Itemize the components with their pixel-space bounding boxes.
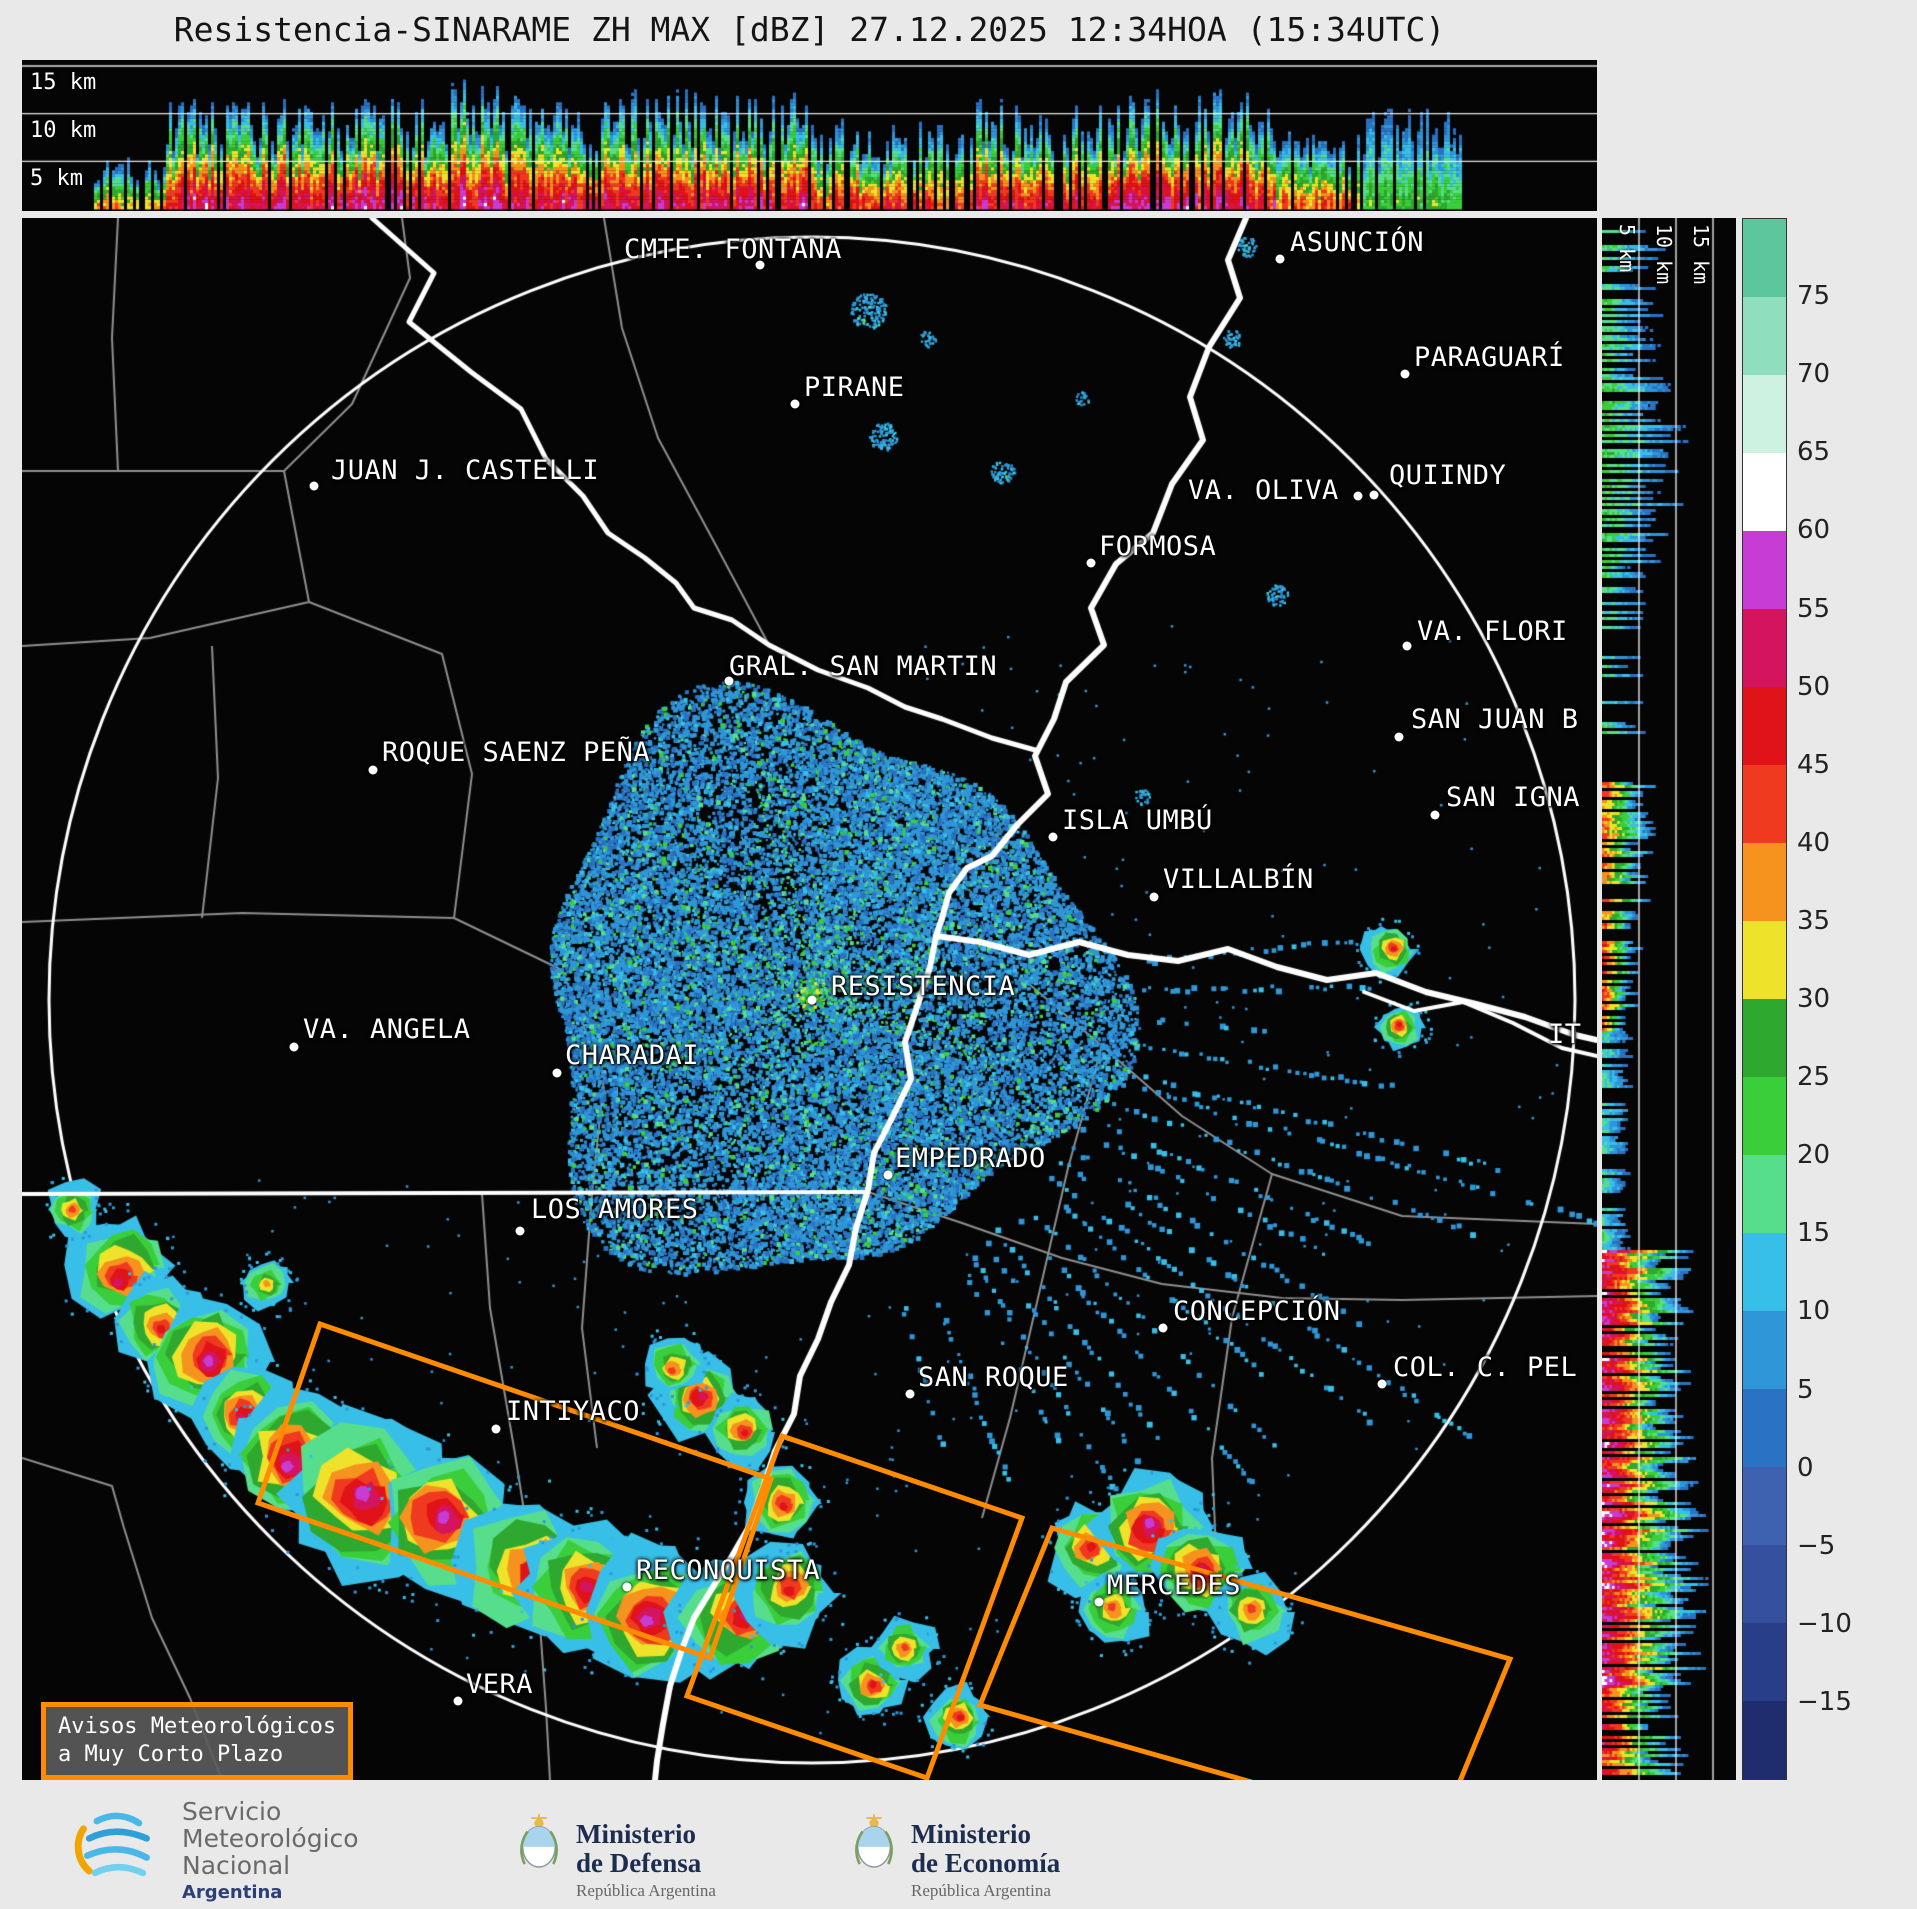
colorbar-tick: 40 [1797, 827, 1831, 858]
colorbar-segment [1743, 1389, 1786, 1467]
colorbar-tick: 15 [1797, 1218, 1831, 1249]
dbz-colorbar [1742, 218, 1787, 1780]
economia-crest-icon [851, 1814, 897, 1876]
colorbar-tick: 55 [1797, 593, 1831, 624]
colorbar-tick: 10 [1797, 1296, 1831, 1327]
colorbar-segment [1743, 1545, 1786, 1623]
altitude-label: 5 km [1615, 224, 1639, 273]
footer: Servicio Meteorológico Nacional Argent​i… [0, 1780, 1917, 1909]
colorbar-segment [1743, 531, 1786, 609]
colorbar-tick: 35 [1797, 905, 1831, 936]
warning-polygons-layer [254, 1320, 1514, 1780]
colorbar-segment [1743, 843, 1786, 921]
colorbar-segment [1743, 921, 1786, 999]
altitude-label: 5 km [30, 166, 83, 191]
warning-polygon [976, 1524, 1514, 1780]
economia-line1: Ministerio [911, 1819, 1031, 1849]
warning-legend-box: Avisos Meteorológicos a Muy Corto Plazo [41, 1702, 354, 1780]
colorbar-segment [1743, 1623, 1786, 1701]
colorbar-tick: 50 [1797, 671, 1831, 702]
colorbar-segment [1743, 1701, 1786, 1779]
smn-logo-text: Servicio Meteorológico Nacional Argent​i… [182, 1798, 359, 1903]
colorbar-tick: −10 [1797, 1608, 1852, 1639]
colorbar-segment [1743, 999, 1786, 1077]
altitude-label: 10 km [30, 118, 97, 143]
altitude-label: 15 km [1689, 224, 1713, 285]
colorbar-tick: −5 [1797, 1530, 1836, 1561]
warning-legend-line2: a Muy Corto Plazo [58, 1742, 284, 1767]
colorbar-segment [1743, 1155, 1786, 1233]
economia-line2: de Economía [911, 1848, 1061, 1878]
colorbar-tick: 5 [1797, 1374, 1814, 1405]
colorbar-segment [1743, 765, 1786, 843]
colorbar-tick: 30 [1797, 984, 1831, 1014]
colorbar-tick: 20 [1797, 1140, 1831, 1171]
economia-sub: República Argentina [911, 1881, 1051, 1900]
colorbar-ticks: 75 70 65 60 55 50 45 40 35 30 25 20 15 10 5 0 −5 −10 −15 [1797, 218, 1907, 1780]
right-profile-panel: 5 km 10 km 15 km [1602, 218, 1736, 1780]
colorbar-segment [1743, 1077, 1786, 1155]
warning-polygon [683, 1432, 1026, 1780]
warning-legend-line1: Avisos Meteorológicos [58, 1714, 337, 1739]
smn-line2: Meteorológico [182, 1824, 359, 1853]
warning-polygon [254, 1320, 775, 1662]
right-profile-canvas [1602, 218, 1736, 1780]
colorbar-segment [1743, 1233, 1786, 1311]
defensa-text: Ministerio de Defensa República Argentin… [576, 1820, 716, 1901]
economia-text: Ministerio de Economía República Argenti… [911, 1820, 1060, 1901]
top-profile-canvas [22, 60, 1597, 211]
defensa-line1: Ministerio [576, 1819, 696, 1849]
smn-line1: Servicio [182, 1797, 282, 1826]
colorbar-tick: 70 [1797, 359, 1831, 390]
radar-title: Resistencia-SINARAME ZH MAX [dBZ] 27.12.… [173, 10, 1446, 49]
radar-map-panel: CMTE. FONTANA ASUNCIÓN PIRANE PARAGUARÍ JUAN… [22, 218, 1597, 1780]
defensa-line2: de Defensa [576, 1848, 702, 1878]
colorbar-segment [1743, 1311, 1786, 1389]
smn-country: Argent​ina [182, 1882, 283, 1903]
colorbar-segment [1743, 375, 1786, 453]
colorbar-segment [1743, 219, 1786, 297]
colorbar-segment [1743, 609, 1786, 687]
colorbar-tick: −15 [1797, 1686, 1852, 1717]
colorbar-segment [1743, 687, 1786, 765]
colorbar-tick: 0 [1797, 1452, 1814, 1483]
smn-line3: Nacional [182, 1851, 291, 1880]
defensa-sub: República Argentina [576, 1881, 716, 1900]
colorbar-tick: 45 [1797, 749, 1831, 780]
colorbar-segment [1743, 1467, 1786, 1545]
colorbar-tick: 65 [1797, 437, 1831, 468]
colorbar-tick: 25 [1797, 1062, 1831, 1093]
colorbar-segment [1743, 297, 1786, 375]
colorbar-tick: 60 [1797, 515, 1831, 546]
altitude-label: 15 km [30, 70, 97, 95]
top-profile-panel: 15 km 10 km 5 km [22, 60, 1597, 211]
altitude-label: 10 km [1652, 224, 1676, 285]
colorbar-segment [1743, 453, 1786, 531]
smn-logo-icon [70, 1802, 162, 1898]
colorbar-tick: 75 [1797, 281, 1831, 312]
defensa-crest-icon [516, 1814, 562, 1876]
